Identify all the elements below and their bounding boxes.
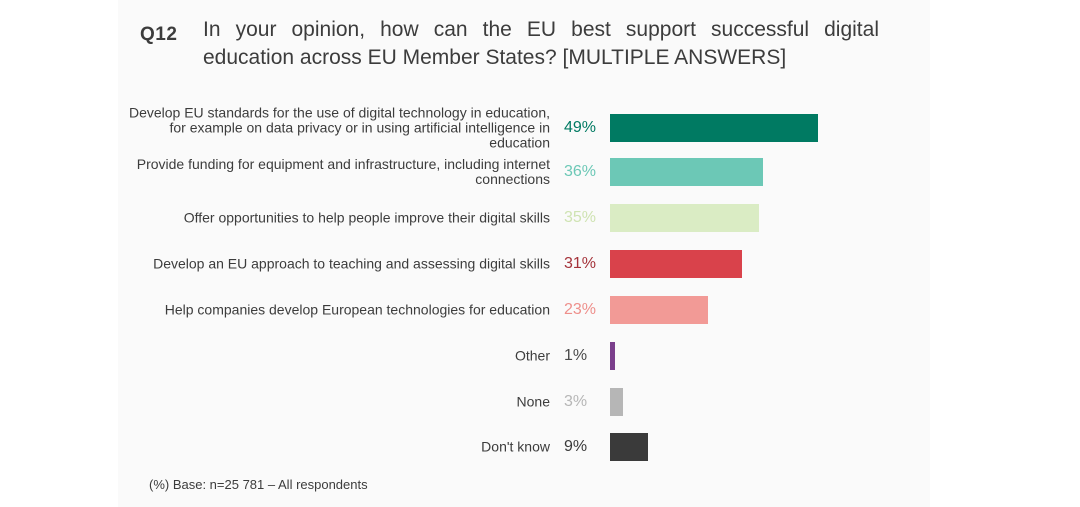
value-label: 3% bbox=[564, 393, 588, 410]
category-label: Provide funding for equipment and infras… bbox=[136, 156, 550, 187]
category-label: Develop EU standards for the use of digi… bbox=[128, 104, 550, 151]
bar bbox=[610, 204, 759, 232]
bar bbox=[610, 342, 615, 370]
value-label: 23% bbox=[564, 301, 597, 318]
question-text: In your opinion, how can the EU best sup… bbox=[203, 18, 879, 69]
value-label: 9% bbox=[564, 438, 588, 455]
value-label: 1% bbox=[564, 347, 588, 364]
value-label: 36% bbox=[564, 163, 597, 180]
bar bbox=[610, 114, 818, 142]
bar bbox=[610, 388, 623, 416]
chart-panel bbox=[118, 0, 930, 507]
value-label: 31% bbox=[564, 255, 597, 272]
bar bbox=[610, 158, 763, 186]
question-id: Q12 bbox=[140, 24, 178, 45]
category-label: None bbox=[516, 393, 550, 410]
value-label: 35% bbox=[564, 209, 597, 226]
category-label: Don't know bbox=[481, 438, 550, 455]
category-label: Help companies develop European technolo… bbox=[164, 301, 550, 318]
value-label: 49% bbox=[564, 119, 597, 136]
category-label: Develop an EU approach to teaching and a… bbox=[153, 255, 550, 272]
base-footnote: (%) Base: n=25 781 – All respondents bbox=[149, 477, 368, 492]
category-label: Offer opportunities to help people impro… bbox=[183, 209, 550, 226]
bar bbox=[610, 433, 649, 461]
category-label: Other bbox=[514, 347, 550, 364]
bar bbox=[610, 296, 708, 324]
bar bbox=[610, 250, 742, 278]
